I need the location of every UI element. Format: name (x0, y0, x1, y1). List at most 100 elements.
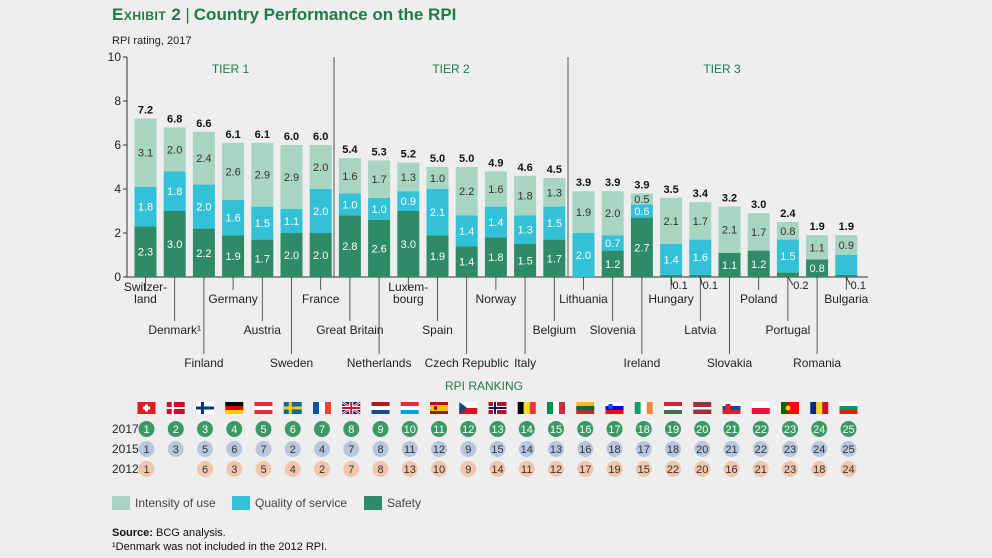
bar-segment-safety (601, 250, 624, 277)
flag-part (225, 402, 244, 406)
rank-value-2017: 3 (202, 424, 208, 436)
bar-segment-quality (134, 186, 157, 227)
legend-quality-label: Quality of service (255, 496, 348, 510)
bar-segment-intensity (338, 158, 361, 194)
rank-value-2015: 17 (638, 444, 650, 456)
total-value-label: 4.5 (547, 164, 562, 176)
legend-intensity-label: Intensity of use (135, 496, 216, 510)
rank-value-2012: 7 (348, 464, 354, 476)
segment-label-safety: 2.7 (634, 242, 649, 254)
rank-badge-2015 (606, 441, 623, 457)
rank-value-2012: 19 (608, 464, 620, 476)
flag-part (646, 402, 653, 414)
rank-badge-2012 (284, 461, 301, 477)
flag-part (751, 402, 770, 408)
rank-badge-2017 (635, 421, 652, 437)
rank-value-2017: 19 (667, 424, 679, 436)
bar-segment-safety (426, 235, 449, 277)
bar-segment-intensity (309, 145, 332, 189)
rank-badge-2015 (167, 441, 184, 457)
segment-label-safety: 1.5 (517, 256, 532, 268)
bar-segment-safety (660, 274, 683, 277)
rank-value-2017: 23 (784, 424, 796, 436)
total-value-label: 3.9 (605, 177, 620, 189)
total-value-label: 5.3 (371, 146, 386, 158)
segment-label-quality: 2.0 (576, 250, 591, 262)
flag-part (664, 406, 682, 410)
legend-quality: Quality of service (232, 496, 347, 510)
bar-segment-quality (222, 200, 245, 236)
bar-segment-quality (192, 184, 215, 229)
flag-part (254, 402, 273, 406)
rank-badge-2015 (431, 441, 447, 457)
tier-label: TIER 3 (703, 62, 741, 76)
segment-label-safety: 1.1 (722, 260, 737, 272)
rank-value-2017: 5 (260, 424, 266, 436)
rank-value-2015: 16 (579, 444, 591, 456)
bar-segment-intensity (689, 202, 712, 240)
small-label-leader (787, 276, 794, 286)
total-value-label: 6.0 (284, 131, 299, 143)
bar-segment-intensity (660, 197, 683, 244)
segment-label-intensity: 1.7 (751, 227, 766, 239)
total-value-label: 4.9 (488, 157, 503, 169)
segment-label-safety: 1.9 (430, 251, 445, 263)
segment-label-intensity: 2.4 (196, 153, 211, 165)
bar-segment-safety (134, 226, 157, 277)
rank-value-2012: 15 (638, 464, 650, 476)
segment-label-intensity: 1.3 (401, 172, 416, 184)
segment-label-safety: 3.0 (401, 239, 416, 251)
rank-value-2012: 6 (202, 464, 208, 476)
rank-badge-2012 (460, 461, 477, 477)
total-value-label: 6.6 (196, 118, 211, 130)
rank-badge-2012 (811, 461, 828, 477)
segment-label-safety: 1.8 (488, 252, 503, 264)
segment-label-quality: 1.8 (167, 186, 182, 198)
segment-label-safety: 1.7 (547, 253, 562, 265)
bar-segment-safety (368, 219, 391, 277)
segment-label-intensity: 2.0 (167, 144, 182, 156)
rank-badge-2015 (782, 441, 798, 457)
footnote: ¹Denmark was not included in the 2012 RP… (112, 541, 328, 553)
bar-segment-safety (776, 272, 799, 277)
total-value-label: 3.4 (693, 188, 709, 200)
bar-segment-intensity (543, 178, 566, 207)
flag-part (459, 402, 478, 408)
country-label: Bulgaria (824, 292, 868, 306)
bar-segment-intensity (163, 127, 186, 172)
rank-value-2015: 20 (696, 444, 708, 456)
country-label: Austria (244, 323, 282, 337)
segment-label-safety: 0.8 (809, 263, 824, 275)
total-value-label: 6.0 (313, 131, 328, 143)
rank-value-2017: 11 (433, 424, 444, 436)
legend-intensity-swatch (112, 496, 130, 510)
flag-part (254, 410, 273, 414)
country-label: bourg (393, 292, 424, 306)
rank-value-2012: 2 (319, 464, 325, 476)
rank-value-2015: 14 (521, 444, 533, 456)
rank-value-2015: 3 (173, 444, 179, 456)
bar-segment-quality (835, 255, 858, 275)
bar-segment-quality (280, 208, 303, 233)
flag-part (722, 406, 741, 410)
flag-part (785, 405, 791, 411)
country-label: Portugal (766, 323, 811, 337)
segment-label-safety: 1.9 (225, 251, 240, 263)
rank-badge-2015 (752, 441, 769, 457)
rank-value-2012: 20 (696, 464, 708, 476)
flag-part (313, 402, 319, 414)
segment-label-intensity: 1.0 (430, 173, 445, 185)
flag-part (725, 404, 731, 411)
rank-badge-2017 (811, 421, 828, 437)
segment-label-safety: 2.3 (138, 247, 153, 259)
segment-label-quality: 1.0 (342, 199, 357, 211)
rank-value-2015: 23 (784, 444, 796, 456)
legend-safety-swatch (364, 496, 382, 510)
rank-badge-2015 (255, 441, 272, 457)
bar-segment-safety (718, 252, 741, 277)
bar-segment-intensity (426, 167, 449, 189)
segment-label-quality: 1.6 (225, 213, 240, 225)
segment-label-safety: 2.8 (342, 241, 357, 253)
segment-label-intensity: 1.3 (547, 187, 562, 199)
rank-value-2012: 8 (377, 464, 383, 476)
